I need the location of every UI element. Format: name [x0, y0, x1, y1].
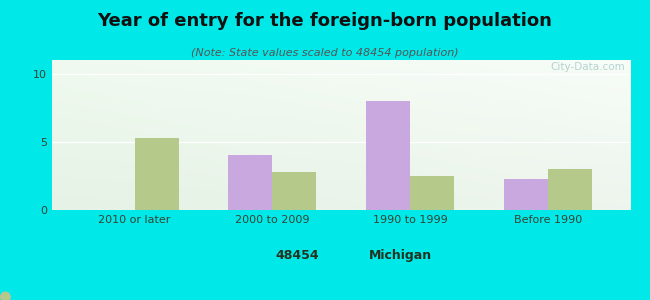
- Bar: [410, 176, 454, 210]
- Bar: [228, 155, 272, 210]
- Text: (Note: State values scaled to 48454 population): (Note: State values scaled to 48454 popu…: [191, 48, 459, 58]
- Bar: [504, 178, 548, 210]
- Text: Year of entry for the foreign-born population: Year of entry for the foreign-born popul…: [98, 12, 552, 30]
- Bar: [272, 172, 317, 210]
- Bar: [548, 169, 592, 210]
- Bar: [366, 101, 410, 210]
- Legend: 48454, Michigan: 48454, Michigan: [246, 243, 437, 267]
- Text: City-Data.com: City-Data.com: [550, 61, 625, 71]
- Bar: [135, 138, 179, 210]
